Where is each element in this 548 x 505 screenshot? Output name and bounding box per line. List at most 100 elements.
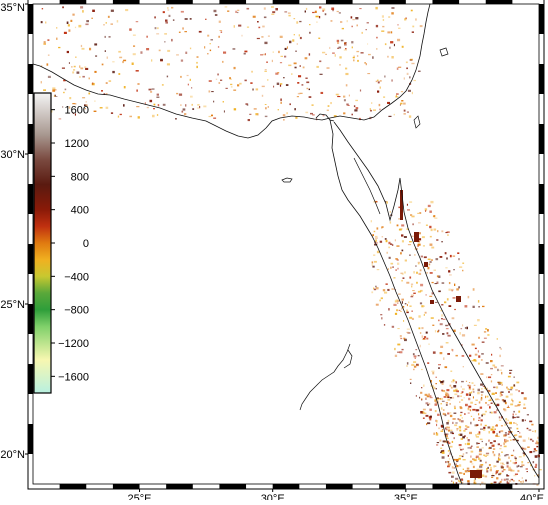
elevation-speckle <box>69 97 72 100</box>
elevation-speckle <box>287 12 291 14</box>
elevation-speckle <box>498 482 501 485</box>
elevation-speckle <box>499 392 502 395</box>
elevation-speckle <box>470 415 473 417</box>
elevation-speckle <box>387 31 391 34</box>
elevation-speckle <box>512 461 514 464</box>
elevation-speckle <box>449 254 452 258</box>
elevation-speckle <box>441 318 443 320</box>
x-tick-label: 25°E <box>128 493 152 500</box>
elevation-speckle <box>434 301 438 303</box>
elevation-speckle <box>481 393 483 396</box>
elevation-speckle <box>455 354 458 357</box>
elevation-speckle <box>68 29 71 32</box>
elevation-speckle <box>436 442 440 444</box>
frame-segment-left <box>28 424 33 454</box>
elevation-speckle <box>439 439 442 442</box>
elevation-speckle <box>446 429 448 431</box>
elevation-speckle <box>58 118 62 120</box>
elevation-speckle <box>208 115 212 118</box>
elevation-speckle <box>474 477 476 480</box>
elevation-speckle <box>414 357 416 359</box>
elevation-speckle <box>164 33 167 35</box>
elevation-speckle <box>459 401 461 403</box>
elevation-speckle <box>298 34 300 37</box>
elevation-speckle <box>492 364 496 367</box>
frame-segment-bottom <box>219 484 247 489</box>
elevation-speckle <box>348 94 350 97</box>
elevation-speckle <box>478 457 481 460</box>
elevation-speckle <box>487 404 490 406</box>
elevation-speckle <box>509 421 512 425</box>
elevation-speckle <box>504 439 508 441</box>
elevation-speckle <box>490 380 493 383</box>
elevation-speckle <box>455 381 457 384</box>
elevation-speckle <box>500 348 502 350</box>
elevation-speckle <box>273 85 275 88</box>
elevation-speckle <box>209 43 211 45</box>
elevation-speckle <box>70 19 73 22</box>
elevation-speckle <box>422 408 426 411</box>
elevation-speckle <box>421 387 423 389</box>
elevation-speckle <box>375 24 379 28</box>
elevation-speckle <box>192 108 195 110</box>
elevation-speckle <box>56 27 58 29</box>
elevation-speckle <box>404 303 407 305</box>
elevation-speckle <box>458 418 461 421</box>
elevation-speckle <box>433 387 436 390</box>
elevation-speckle <box>473 479 476 483</box>
elevation-speckle <box>382 19 385 21</box>
elevation-speckle <box>437 230 439 233</box>
elevation-speckle <box>503 469 506 471</box>
elevation-speckle <box>105 82 108 84</box>
elevation-speckle <box>536 445 539 448</box>
elevation-speckle <box>380 314 383 316</box>
elevation-speckle <box>452 349 454 352</box>
elevation-speckle <box>332 52 335 54</box>
elevation-speckle <box>480 423 482 426</box>
elevation-speckle <box>47 39 50 41</box>
elevation-speckle <box>432 351 436 354</box>
elevation-speckle <box>489 468 492 472</box>
elevation-speckle <box>377 90 380 93</box>
elevation-speckle <box>429 272 433 274</box>
elevation-speckle <box>401 224 405 227</box>
elevation-speckle <box>151 88 155 90</box>
elevation-speckle <box>137 116 140 119</box>
elevation-speckle <box>442 380 445 383</box>
elevation-speckle <box>472 305 475 308</box>
elevation-speckle <box>482 413 486 416</box>
elevation-speckle <box>205 18 207 20</box>
elevation-speckle <box>459 464 462 467</box>
elevation-speckle <box>398 206 401 209</box>
elevation-speckle <box>411 363 415 366</box>
elevation-speckle <box>41 65 43 67</box>
elevation-speckle <box>322 10 324 12</box>
elevation-speckle <box>500 425 503 427</box>
elevation-speckle <box>229 77 231 79</box>
elevation-speckle <box>436 444 439 446</box>
elevation-speckle <box>441 456 445 459</box>
elevation-speckle <box>267 79 269 81</box>
elevation-speckle <box>387 289 389 291</box>
elevation-speckle <box>373 288 377 291</box>
elevation-speckle <box>431 246 435 249</box>
elevation-speckle <box>410 294 414 296</box>
elevation-speckle <box>473 418 475 421</box>
elevation-speckle <box>54 94 56 97</box>
elevation-speckle <box>375 303 379 306</box>
elevation-speckle <box>280 101 282 104</box>
elevation-speckle <box>394 312 398 315</box>
elevation-speckle <box>480 383 484 386</box>
elevation-speckle <box>351 113 353 116</box>
elevation-speckle <box>517 431 520 432</box>
elevation-speckle <box>161 84 164 86</box>
elevation-speckle <box>167 9 170 11</box>
elevation-speckle <box>469 431 472 435</box>
elevation-speckle <box>411 31 414 33</box>
elevation-speckle <box>255 113 259 116</box>
elevation-speckle <box>330 20 333 22</box>
elevation-speckle <box>255 88 259 91</box>
elevation-speckle <box>203 105 207 108</box>
frame-segment-right <box>539 304 544 334</box>
elevation-speckle <box>453 467 455 469</box>
